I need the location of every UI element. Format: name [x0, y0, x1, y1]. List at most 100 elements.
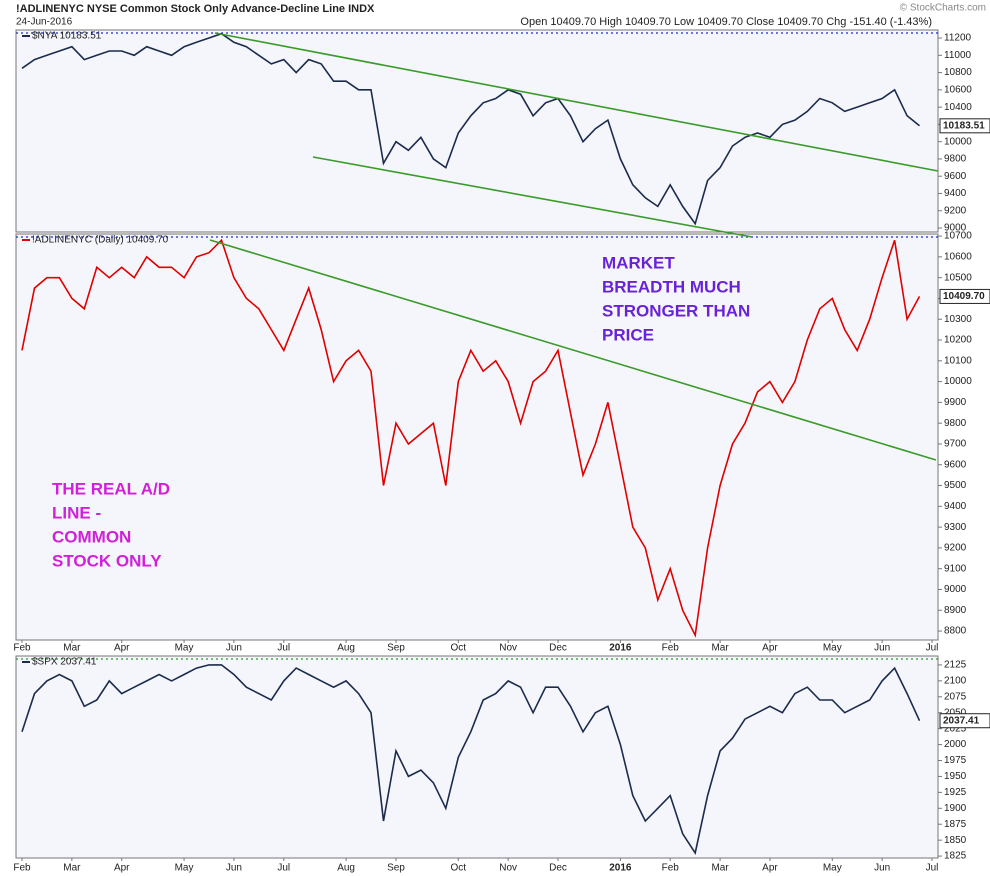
y-tick-label: 8900: [944, 605, 967, 616]
x-tick-label: May: [823, 643, 842, 654]
x-tick-label: Oct: [451, 863, 467, 874]
x-tick-label: Jul: [926, 643, 939, 654]
y-tick-label: 1950: [944, 771, 967, 782]
plot-area: [15, 655, 939, 859]
x-tick-label: Feb: [13, 863, 31, 874]
legend-entry: $SPX 2037.41: [32, 657, 97, 668]
trend-line: [312, 156, 753, 238]
y-tick-label: 10100: [944, 355, 972, 366]
annotation: STRONGER THAN: [602, 301, 750, 320]
x-tick-label: Dec: [549, 643, 567, 654]
y-tick-label: 9200: [944, 543, 967, 554]
y-tick-label: 2100: [944, 675, 967, 686]
x-tick-label: Mar: [711, 863, 729, 874]
trend-lines: [209, 32, 939, 461]
x-tick-label: Nov: [499, 643, 517, 654]
chart-title: !ADLINENYC NYSE Common Stock Only Advanc…: [16, 3, 375, 15]
x-tick-label: May: [175, 643, 194, 654]
x-tick-label: May: [823, 863, 842, 874]
y-tick-label: 10700: [944, 231, 972, 242]
price-tag-label: 2037.41: [943, 715, 980, 726]
trend-line: [214, 32, 939, 172]
y-tick-label: 11200: [944, 33, 972, 44]
y-tick-label: 1975: [944, 755, 967, 766]
price-tag: [939, 288, 990, 304]
y-tick-label: 1850: [944, 835, 967, 846]
price-tag-label: 10183.51: [943, 120, 985, 131]
legend-entry: $NYA 10183.51: [32, 31, 102, 42]
y-tick-label: 9000: [944, 223, 967, 234]
annotation: BREADTH MUCH: [602, 277, 741, 296]
y-tick-label: 2025: [944, 723, 967, 734]
y-tick-label: 9100: [944, 563, 967, 574]
x-tick-label: Feb: [662, 643, 680, 654]
price-tag-label: 10409.70: [943, 291, 985, 302]
y-tick-label: 10800: [944, 67, 972, 78]
x-tick-label: Jun: [226, 643, 242, 654]
y-tick-label: 9600: [944, 459, 967, 470]
y-tick-label: 1825: [944, 851, 967, 862]
price-tag: [939, 713, 990, 729]
x-tick-label: Oct: [451, 643, 467, 654]
y-tick-label: 2050: [944, 707, 967, 718]
price-tag: [939, 118, 990, 134]
y-tick-label: 10500: [944, 272, 972, 283]
panels: 9000 9200 9400 9600 9800 10000 10200 10400 10600…: [13, 29, 990, 874]
trend-line: [209, 239, 937, 461]
y-tick-label: 1925: [944, 787, 967, 798]
y-tick-label: 10600: [944, 252, 972, 263]
y-tick-label: 9400: [944, 501, 967, 512]
annotation: LINE -: [52, 503, 101, 522]
y-tick-label: 9500: [944, 480, 967, 491]
y-tick-label: 10400: [944, 102, 972, 113]
x-tick-label: Apr: [762, 643, 778, 654]
x-tick-label: Mar: [63, 643, 81, 654]
plot-area: [15, 29, 939, 233]
y-tick-label: 11000: [944, 50, 972, 61]
y-tick-label: 9400: [944, 188, 967, 199]
x-tick-label: May: [175, 863, 194, 874]
x-tick-label: Sep: [387, 863, 405, 874]
x-tick-label: Mar: [711, 643, 729, 654]
data-line: [21, 238, 921, 638]
legend-entry: !ADLINENYC (Daily) 10409.70: [32, 235, 169, 246]
date-label: 24-Jun-2016: [16, 17, 73, 28]
y-tick-label: 9800: [944, 154, 967, 165]
x-tick-label: Apr: [114, 643, 130, 654]
x-tick-label: 2016: [609, 863, 632, 874]
y-tick-label: 9300: [944, 522, 967, 533]
y-tick-label: 9700: [944, 439, 967, 450]
y-tick-label: 10000: [944, 376, 972, 387]
y-tick-label: 10600: [944, 84, 972, 95]
annotation: PRICE: [602, 325, 654, 344]
y-tick-label: 2075: [944, 691, 967, 702]
x-tick-label: Apr: [114, 863, 130, 874]
annotation: THE REAL A/D: [52, 479, 170, 498]
y-tick-label: 10000: [944, 136, 972, 147]
y-tick-label: 9900: [944, 397, 967, 408]
y-tick-label: 10300: [944, 314, 972, 325]
x-tick-label: Aug: [337, 643, 355, 654]
x-tick-label: Apr: [762, 863, 778, 874]
y-tick-label: 1875: [944, 819, 967, 830]
x-tick-label: Feb: [13, 643, 31, 654]
x-tick-label: Dec: [549, 863, 567, 874]
x-tick-label: Aug: [337, 863, 355, 874]
y-tick-label: 2000: [944, 739, 967, 750]
x-tick-label: Jun: [874, 643, 890, 654]
x-tick-label: Sep: [387, 643, 405, 654]
y-tick-label: 9600: [944, 171, 967, 182]
y-tick-label: 2125: [944, 660, 967, 671]
y-tick-label: 1900: [944, 803, 967, 814]
y-tick-label: 9000: [944, 584, 967, 595]
data-line: [21, 32, 921, 226]
quote-line: Open 10409.70 High 10409.70 Low 10409.70…: [520, 16, 932, 28]
x-tick-label: Feb: [662, 863, 680, 874]
x-tick-label: Jul: [277, 863, 290, 874]
y-tick-label: 10200: [944, 335, 972, 346]
x-tick-label: Jun: [226, 863, 242, 874]
y-tick-label: 9200: [944, 205, 967, 216]
y-tick-label: 8800: [944, 626, 967, 637]
x-tick-label: Nov: [499, 863, 517, 874]
